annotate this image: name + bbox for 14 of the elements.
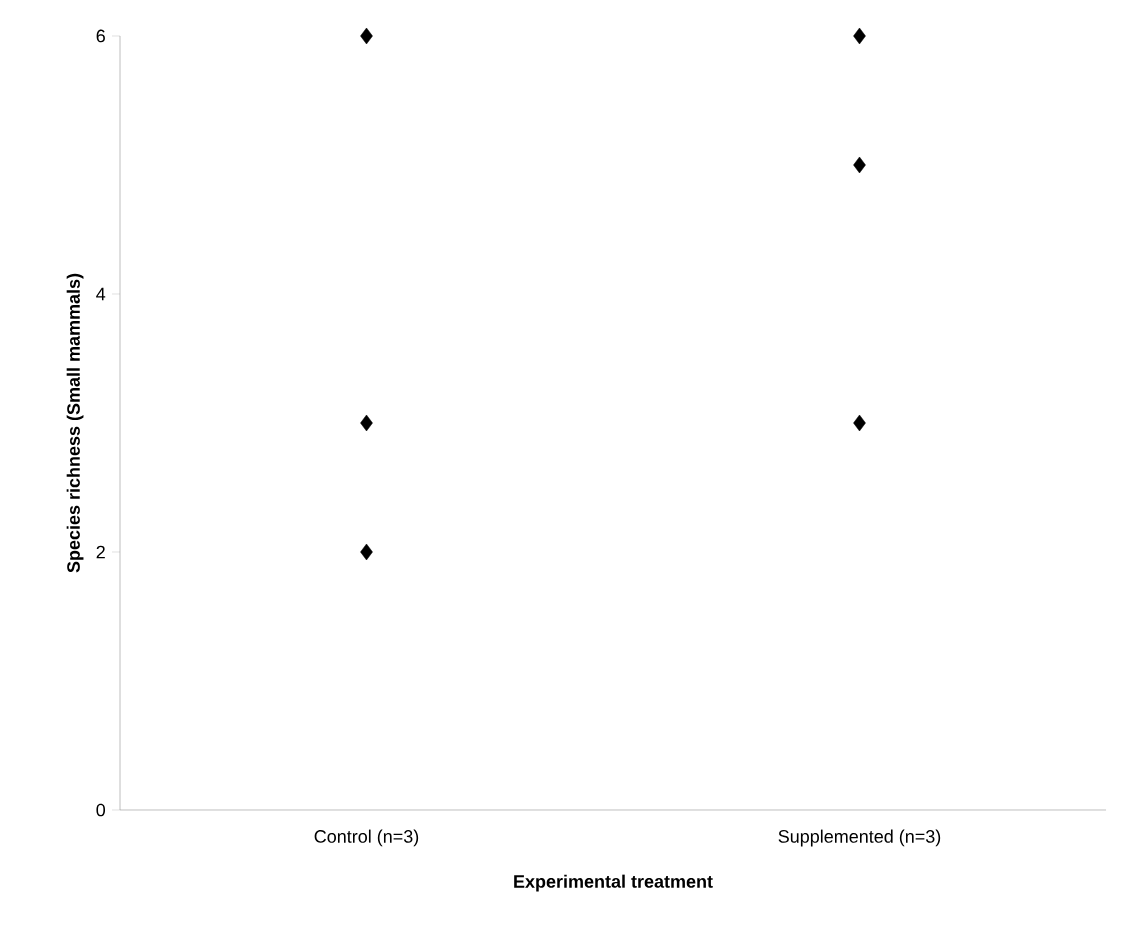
y-tick-label: 6 xyxy=(96,29,105,43)
y-axis-title: Species richness (Small mammals) xyxy=(66,273,84,573)
point xyxy=(853,27,866,45)
point xyxy=(360,414,373,432)
point xyxy=(853,414,866,432)
point xyxy=(853,156,866,174)
y-tick-label: 2 xyxy=(96,545,105,559)
x-axis-title: Experimental treatment xyxy=(514,874,713,892)
x-tick-label: Supplemented (n=3) xyxy=(778,829,941,847)
x-tick-label: Control (n=3) xyxy=(314,829,419,847)
point xyxy=(360,543,373,561)
y-tick-label: 4 xyxy=(96,287,106,301)
point xyxy=(360,27,373,45)
y-tick-label: 0 xyxy=(96,803,106,817)
